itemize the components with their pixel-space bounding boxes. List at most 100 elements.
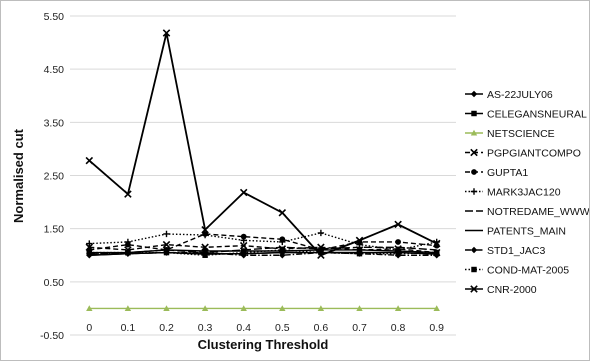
series-line (89, 251, 437, 256)
legend-item: NOTREDAME_WWW (465, 206, 589, 218)
x-tick-label: 0.6 (314, 322, 329, 334)
x-tick-label: 0.2 (159, 322, 174, 334)
data-point (395, 250, 401, 257)
series-cnr-2000 (85, 29, 441, 260)
legend-item: MARK3JAC120 (465, 187, 561, 199)
legend-marker (470, 129, 478, 136)
series-lines (85, 29, 441, 311)
legend-item: PGPGIANTCOMPO (465, 148, 581, 160)
x-axis-title: Clustering Threshold (198, 337, 329, 352)
legend-label: STD1_JAC3 (487, 245, 546, 257)
data-point (202, 252, 208, 258)
data-point (278, 208, 287, 217)
data-point (125, 249, 131, 256)
data-point (356, 250, 363, 257)
data-point (432, 239, 441, 248)
data-point (201, 243, 209, 252)
legend: AS-22JULY06 CELEGANSNEURAL NETSCIENCE PGPGI… (465, 89, 589, 296)
legend-label: PGPGIANTCOMPO (487, 148, 581, 160)
data-point (279, 252, 286, 259)
legend-item: AS-22JULY06 (465, 89, 553, 101)
legend-label: GUPTA1 (487, 167, 528, 179)
data-point (162, 240, 171, 249)
legend-marker (470, 90, 478, 98)
series-line (88, 32, 438, 257)
legend-label: CNR-2000 (487, 284, 537, 296)
legend-item: CNR-2000 (465, 284, 537, 296)
legend-label: CELEGANSNEURAL (487, 109, 587, 121)
data-point (317, 251, 325, 260)
data-point (239, 241, 248, 250)
x-tick-label: 0.8 (391, 322, 406, 334)
x-tick-label: 0 (86, 322, 92, 334)
y-tick-label: 5.50 (44, 11, 65, 23)
x-tick-label: 0.7 (352, 322, 367, 334)
data-point (86, 240, 93, 247)
legend-label: PATENTS_MAIN (487, 226, 566, 238)
legend-label: NOTREDAME_WWW (487, 206, 589, 218)
y-tick-label: 3.50 (44, 117, 65, 129)
data-point (163, 230, 170, 238)
data-point (201, 225, 209, 234)
y-axis-title: Normalised cut (11, 128, 26, 223)
data-point (394, 220, 402, 229)
legend-marker (470, 148, 478, 157)
x-tick-label: 0.3 (198, 322, 213, 334)
legend-item: NETSCIENCE (465, 128, 555, 140)
data-point (201, 231, 209, 239)
data-point (279, 305, 286, 311)
data-point (395, 239, 401, 245)
data-point (279, 238, 286, 246)
series-line (89, 246, 437, 255)
series-notredame-www (89, 246, 437, 255)
legend-marker (470, 285, 478, 293)
legend-item: PATENTS_MAIN (465, 226, 566, 238)
data-point (240, 249, 247, 256)
data-point (240, 305, 247, 311)
legend-label: NETSCIENCE (487, 128, 555, 140)
data-point (433, 305, 440, 311)
data-point (163, 305, 170, 311)
legend-marker (470, 188, 478, 195)
legend-item: COND-MAT-2005 (465, 265, 569, 277)
data-point (163, 249, 170, 256)
data-point (355, 236, 364, 245)
data-point (356, 305, 363, 311)
x-tick-label: 0.1 (121, 322, 136, 334)
series-cond-mat-2005 (86, 247, 440, 258)
data-point (162, 29, 171, 37)
legend-marker (471, 110, 477, 117)
y-tick-label: -0.50 (40, 330, 64, 342)
legend-item: STD1_JAC3 (465, 245, 546, 257)
data-point (317, 229, 325, 237)
legend-marker (470, 246, 478, 254)
series-line (89, 233, 437, 251)
legend-label: MARK3JAC120 (487, 187, 561, 199)
data-point (317, 305, 325, 311)
data-point (124, 305, 132, 311)
data-point (201, 305, 209, 311)
gridlines (70, 15, 456, 336)
y-tick-label: 2.50 (44, 171, 65, 183)
data-point (318, 249, 324, 256)
data-point (86, 249, 93, 256)
x-axis-ticks: 0 0.1 0.2 0.3 0.4 0.5 0.6 0.7 0.8 0.9 (86, 322, 444, 334)
legend-marker (471, 266, 477, 273)
data-point (86, 305, 93, 311)
y-axis-ticks: 5.50 4.50 3.50 2.50 1.50 0.50 -0.50 (40, 11, 64, 342)
series-netscience (86, 305, 440, 311)
data-point (433, 249, 440, 256)
data-point (279, 247, 286, 253)
legend-item: GUPTA1 (465, 167, 528, 179)
data-point (124, 190, 132, 198)
x-tick-label: 0.4 (236, 322, 251, 334)
data-point (240, 237, 247, 244)
legend-marker (471, 169, 477, 175)
x-tick-label: 0.9 (429, 322, 444, 334)
legend-item: CELEGANSNEURAL (465, 109, 587, 121)
legend-label: COND-MAT-2005 (487, 265, 569, 277)
y-tick-label: 1.50 (44, 224, 65, 236)
x-tick-label: 0.5 (275, 322, 290, 334)
